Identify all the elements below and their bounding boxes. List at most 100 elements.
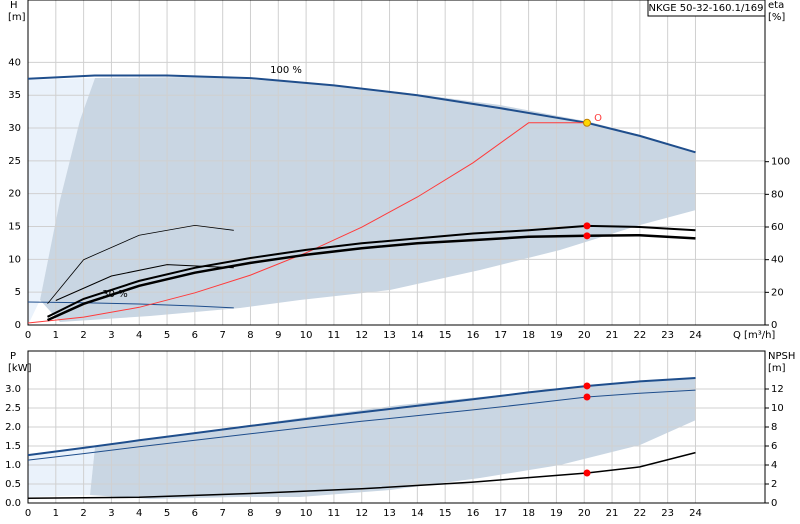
y-tick-label: 20 [8,189,21,200]
y-tick-label: 1.5 [5,441,21,452]
x-tick-label: 6 [192,330,198,341]
x-tick-label: 15 [439,330,452,341]
chart-title: NKGE 50-32-160.1/169 [648,3,763,14]
plot-frame [27,0,766,326]
x-tick-label: 8 [247,508,253,519]
y2-tick-label: 80 [771,189,784,200]
y-tick-label: 30 [8,123,21,134]
x-tick-label: 14 [411,330,424,341]
duty-point [583,118,592,127]
y-tick-label: 5 [15,287,21,298]
y2-tick-label: 6 [771,441,777,452]
y2-axis-unit: [%] [768,12,785,23]
y2-tick-label: 40 [771,255,784,266]
x-tick-label: 7 [219,330,225,341]
series-line [27,301,234,309]
x-tick-label: 21 [606,508,619,519]
x-axis-label: Q [m³/h] [733,330,775,341]
series-line [27,451,696,500]
x-tick-label: 20 [578,330,591,341]
x-tick-label: 17 [494,508,507,519]
y-tick-label: 3.0 [5,384,21,395]
x-tick-label: 18 [522,330,535,341]
x-tick-label: 6 [192,508,198,519]
duty-point [583,393,591,401]
annotation: O [594,113,602,124]
y-tick-label: 2.0 [5,422,21,433]
y2-tick-label: 60 [771,222,784,233]
y-tick-label: 25 [8,156,21,167]
annotation: 100 % [270,65,302,76]
series-line [55,264,234,301]
y-axis-unit: [kW] [8,363,32,374]
y2-tick-label: 0 [771,498,777,509]
y-tick-label: 1.0 [5,460,21,471]
x-tick-label: 16 [467,508,480,519]
y2-tick-label: 100 [771,157,790,168]
x-tick-label: 5 [164,330,170,341]
range-light [28,78,95,325]
x-tick-label: 4 [136,508,142,519]
y2-axis-label: eta [768,0,784,11]
x-tick-label: 2 [80,508,86,519]
x-tick-label: 10 [300,330,313,341]
y-tick-label: 15 [8,222,21,233]
y-tick-label: 40 [8,57,21,68]
x-tick-label: 24 [689,330,702,341]
x-tick-label: 13 [383,330,396,341]
x-tick-label: 23 [661,330,674,341]
series-line [47,224,234,305]
x-tick-label: 12 [355,508,368,519]
y2-axis-label: NPSH [768,351,795,362]
annotation: 30 % [102,289,127,300]
x-tick-label: 9 [275,508,281,519]
x-tick-label: 5 [164,508,170,519]
x-tick-label: 24 [689,508,702,519]
x-tick-label: 19 [550,330,563,341]
plot-frame [27,350,766,504]
duty-point [583,232,591,240]
y2-tick-label: 4 [771,460,777,471]
y2-tick-label: 10 [771,403,784,414]
y-tick-label: 2.5 [5,403,21,414]
x-tick-label: 22 [633,508,646,519]
x-tick-label: 11 [328,508,341,519]
y-axis-unit: [m] [8,12,26,23]
duty-point [583,222,591,230]
y2-axis-unit: [m] [768,363,786,374]
x-tick-label: 3 [108,508,114,519]
x-tick-label: 3 [108,330,114,341]
x-tick-label: 9 [275,330,281,341]
x-tick-label: 1 [53,330,59,341]
x-tick-label: 22 [633,330,646,341]
x-tick-label: 0 [25,330,31,341]
y-tick-label: 0.5 [5,479,21,490]
x-tick-label: 14 [411,508,424,519]
x-tick-label: 1 [53,508,59,519]
x-tick-label: 0 [25,508,31,519]
x-tick-label: 18 [522,508,535,519]
x-tick-label: 17 [494,330,507,341]
title-box [647,0,766,17]
y2-tick-label: 8 [771,422,777,433]
x-tick-label: 12 [355,330,368,341]
series-line [27,74,696,154]
series-line [27,122,587,324]
x-tick-label: 16 [467,330,480,341]
x-tick-label: 23 [661,508,674,519]
y2-tick-label: 12 [771,384,784,395]
x-tick-label: 20 [578,508,591,519]
x-tick-label: 11 [328,330,341,341]
y-axis-label: H [10,0,18,11]
duty-point [583,382,591,390]
x-tick-label: 13 [383,508,396,519]
x-tick-label: 15 [439,508,452,519]
x-tick-label: 8 [247,330,253,341]
y-tick-label: 35 [8,90,21,101]
x-tick-label: 2 [80,330,86,341]
y-tick-label: 0.0 [5,498,21,509]
x-tick-label: 4 [136,330,142,341]
y2-tick-label: 20 [771,287,784,298]
y2-tick-label: 2 [771,479,777,490]
